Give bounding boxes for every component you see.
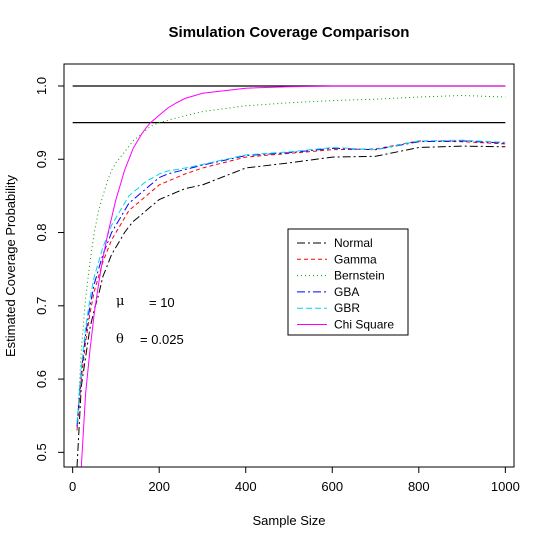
y-tick-label: 0.6 xyxy=(34,370,49,388)
legend-box xyxy=(287,228,409,336)
annotation-theta: θ = 0.025 xyxy=(116,332,184,347)
x-axis-label: Sample Size xyxy=(253,513,326,528)
legend-label: Chi Square xyxy=(334,318,394,332)
y-axis-label: Estimated Coverage Probability xyxy=(3,174,18,357)
x-tick-label: 0 xyxy=(69,479,76,494)
y-tick-label: 0.7 xyxy=(34,297,49,315)
x-tick-label: 600 xyxy=(321,479,343,494)
series-line-chi-square xyxy=(80,85,506,467)
legend-label: GBR xyxy=(334,301,360,315)
reference-lines xyxy=(72,85,506,124)
annotation-theta-symbol: θ xyxy=(116,332,124,347)
legend: Normal Gamma Bernstein GBA GBR Chi Square xyxy=(287,228,409,336)
annotation-theta-value: = 0.025 xyxy=(140,332,184,347)
x-tick-label: 1000 xyxy=(491,479,520,494)
x-tick-label: 200 xyxy=(148,479,170,494)
y-tick-label: 0.8 xyxy=(34,223,49,241)
plot-frame xyxy=(63,63,515,468)
chart-title: Simulation Coverage Comparison xyxy=(169,24,410,41)
y-axis: 0.5 0.6 0.7 0.8 0.9 1.0 xyxy=(34,77,64,461)
annotation-mu-value: = 10 xyxy=(149,295,175,310)
series-line-gba xyxy=(76,140,506,427)
y-tick-label: 0.5 xyxy=(34,443,49,461)
y-tick-label: 1.0 xyxy=(34,77,49,95)
legend-label: Gamma xyxy=(334,252,377,266)
y-tick-label: 0.9 xyxy=(34,150,49,168)
series-line-gamma xyxy=(76,140,506,431)
annotation-mu-symbol: μ xyxy=(116,294,124,309)
x-tick-label: 400 xyxy=(235,479,257,494)
x-tick-label: 800 xyxy=(408,479,430,494)
legend-label: Normal xyxy=(334,236,373,250)
legend-label: GBA xyxy=(334,285,359,299)
x-axis: 0 200 400 600 800 1000 xyxy=(69,467,520,494)
series-line-gbr xyxy=(76,139,506,424)
legend-label: Bernstein xyxy=(334,269,385,283)
series-line-normal xyxy=(76,145,506,467)
annotation-mu: μ = 10 xyxy=(116,294,175,310)
series-layer xyxy=(76,85,506,467)
